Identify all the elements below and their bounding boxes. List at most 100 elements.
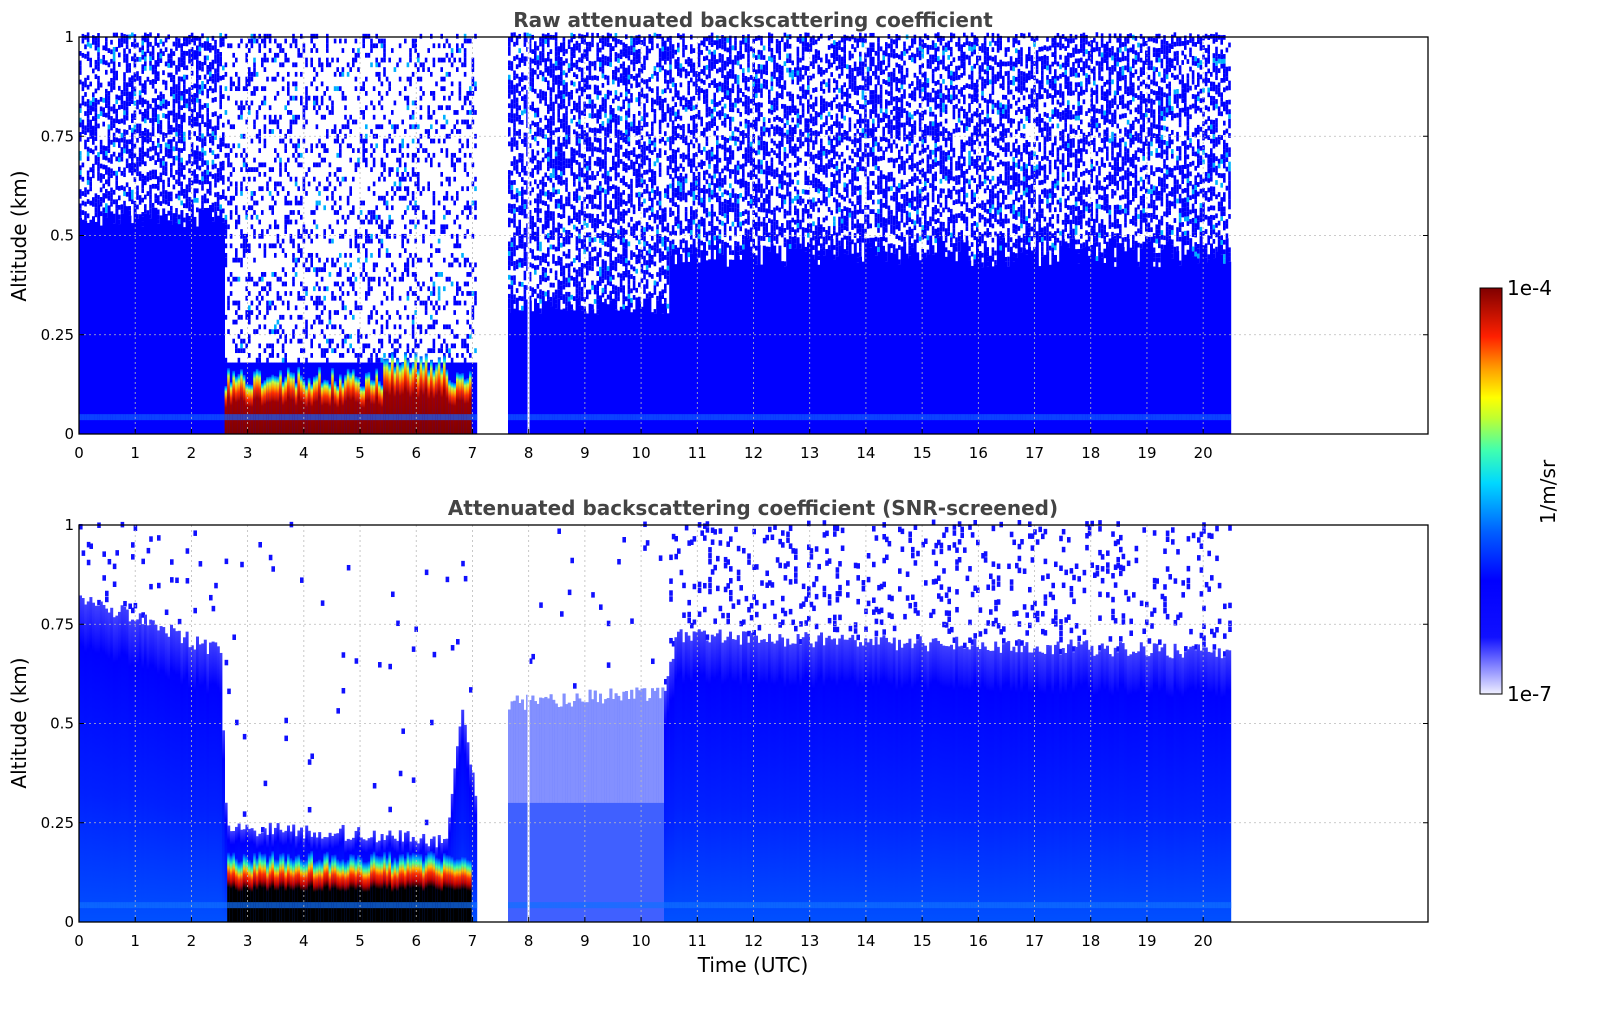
heat-noise <box>292 210 295 215</box>
heat-noise <box>547 85 550 91</box>
heat-noise <box>362 243 365 249</box>
heat-noise <box>557 155 560 161</box>
heat-noise <box>84 77 87 83</box>
heat-noise <box>510 251 514 257</box>
heat-noise <box>94 117 98 122</box>
heat-noise <box>128 167 131 173</box>
heat-noise <box>404 129 407 134</box>
heat-noise <box>320 95 324 101</box>
heat-noise <box>549 120 553 126</box>
heat-noise <box>297 357 300 363</box>
heat-noise <box>341 176 345 182</box>
heat-noise <box>123 119 126 125</box>
heat-noise <box>609 124 612 129</box>
heat-noise <box>544 62 547 68</box>
heat-band <box>222 414 225 421</box>
heat-noise <box>557 246 560 252</box>
heat-noise <box>185 98 189 104</box>
heat-noise <box>346 276 350 282</box>
heat-noise <box>471 233 475 239</box>
heat-noise <box>583 53 586 59</box>
heat-noise <box>606 270 610 276</box>
heat-noise <box>128 206 131 211</box>
heat-noise <box>406 191 410 196</box>
heat-noise <box>391 48 394 53</box>
heat-noise <box>521 72 524 78</box>
heat-noise <box>515 64 519 70</box>
heat-noise <box>310 62 313 68</box>
heat-noise <box>190 161 194 167</box>
heat-noise <box>547 175 550 181</box>
heat-noise <box>552 230 555 236</box>
heat-noise <box>133 129 137 135</box>
heat-noise <box>302 48 306 53</box>
heat-noise <box>84 125 87 131</box>
heat-noise <box>346 348 350 354</box>
heat-noise <box>617 220 620 225</box>
heat-noise <box>617 158 620 163</box>
heat-noise <box>617 172 620 178</box>
heat-noise <box>544 153 547 159</box>
heat-band <box>411 414 415 421</box>
heat-band <box>294 414 298 421</box>
heat-band <box>336 414 340 421</box>
heat-noise <box>565 177 568 183</box>
heat-noise <box>107 110 111 115</box>
heat-band <box>560 414 563 421</box>
heat-noise <box>508 103 511 109</box>
heat-noise <box>94 112 98 118</box>
heat-noise <box>622 75 625 81</box>
heat-noise <box>573 224 576 230</box>
heat-noise <box>580 58 584 63</box>
heat-noise <box>294 324 298 330</box>
heat-noise <box>560 242 563 248</box>
heat-noise <box>183 84 186 89</box>
heat-noise <box>518 114 521 120</box>
heat-noise <box>112 51 116 57</box>
heat-noise <box>536 241 540 246</box>
heat-noise <box>606 242 610 248</box>
heat-noise <box>154 169 157 175</box>
heat-noise <box>146 33 150 39</box>
heat-noise <box>630 297 633 303</box>
heat-noise <box>398 181 402 187</box>
heat-noise <box>175 65 178 70</box>
heat-noise <box>523 261 527 267</box>
heat-noise <box>586 261 589 266</box>
heat-noise <box>635 83 638 88</box>
heat-band <box>385 414 389 421</box>
heat-noise <box>133 62 137 68</box>
heat-noise <box>635 140 638 145</box>
heat-noise <box>253 38 256 44</box>
heat-noise <box>440 224 443 230</box>
heat-noise <box>164 171 168 176</box>
heat-noise <box>307 233 311 239</box>
heat-noise <box>235 300 238 306</box>
heat-noise <box>175 131 178 137</box>
heat-noise <box>619 201 623 207</box>
heat-noise <box>393 191 397 196</box>
heat-noise <box>333 262 337 268</box>
heat-noise <box>430 138 433 144</box>
heat-noise <box>432 138 436 144</box>
heat-noise <box>253 62 256 68</box>
heat-layer <box>427 369 431 434</box>
heat-noise <box>125 106 129 111</box>
heat-noise <box>547 37 550 43</box>
heat-noise <box>526 142 529 148</box>
heat-noise <box>367 238 371 244</box>
heat-noise <box>177 181 181 186</box>
heat-noise <box>196 55 199 60</box>
heat-column <box>141 226 145 434</box>
heat-noise <box>110 139 113 145</box>
heat-noise <box>471 119 475 125</box>
heat-noise <box>193 121 196 127</box>
heat-noise <box>619 130 623 136</box>
heat-noise <box>539 308 542 314</box>
heat-noise <box>560 80 563 86</box>
heat-noise <box>528 190 532 196</box>
heat-noise <box>606 127 610 133</box>
heat-noise <box>437 57 441 63</box>
heat-noise <box>326 43 329 49</box>
heat-noise <box>276 295 280 301</box>
